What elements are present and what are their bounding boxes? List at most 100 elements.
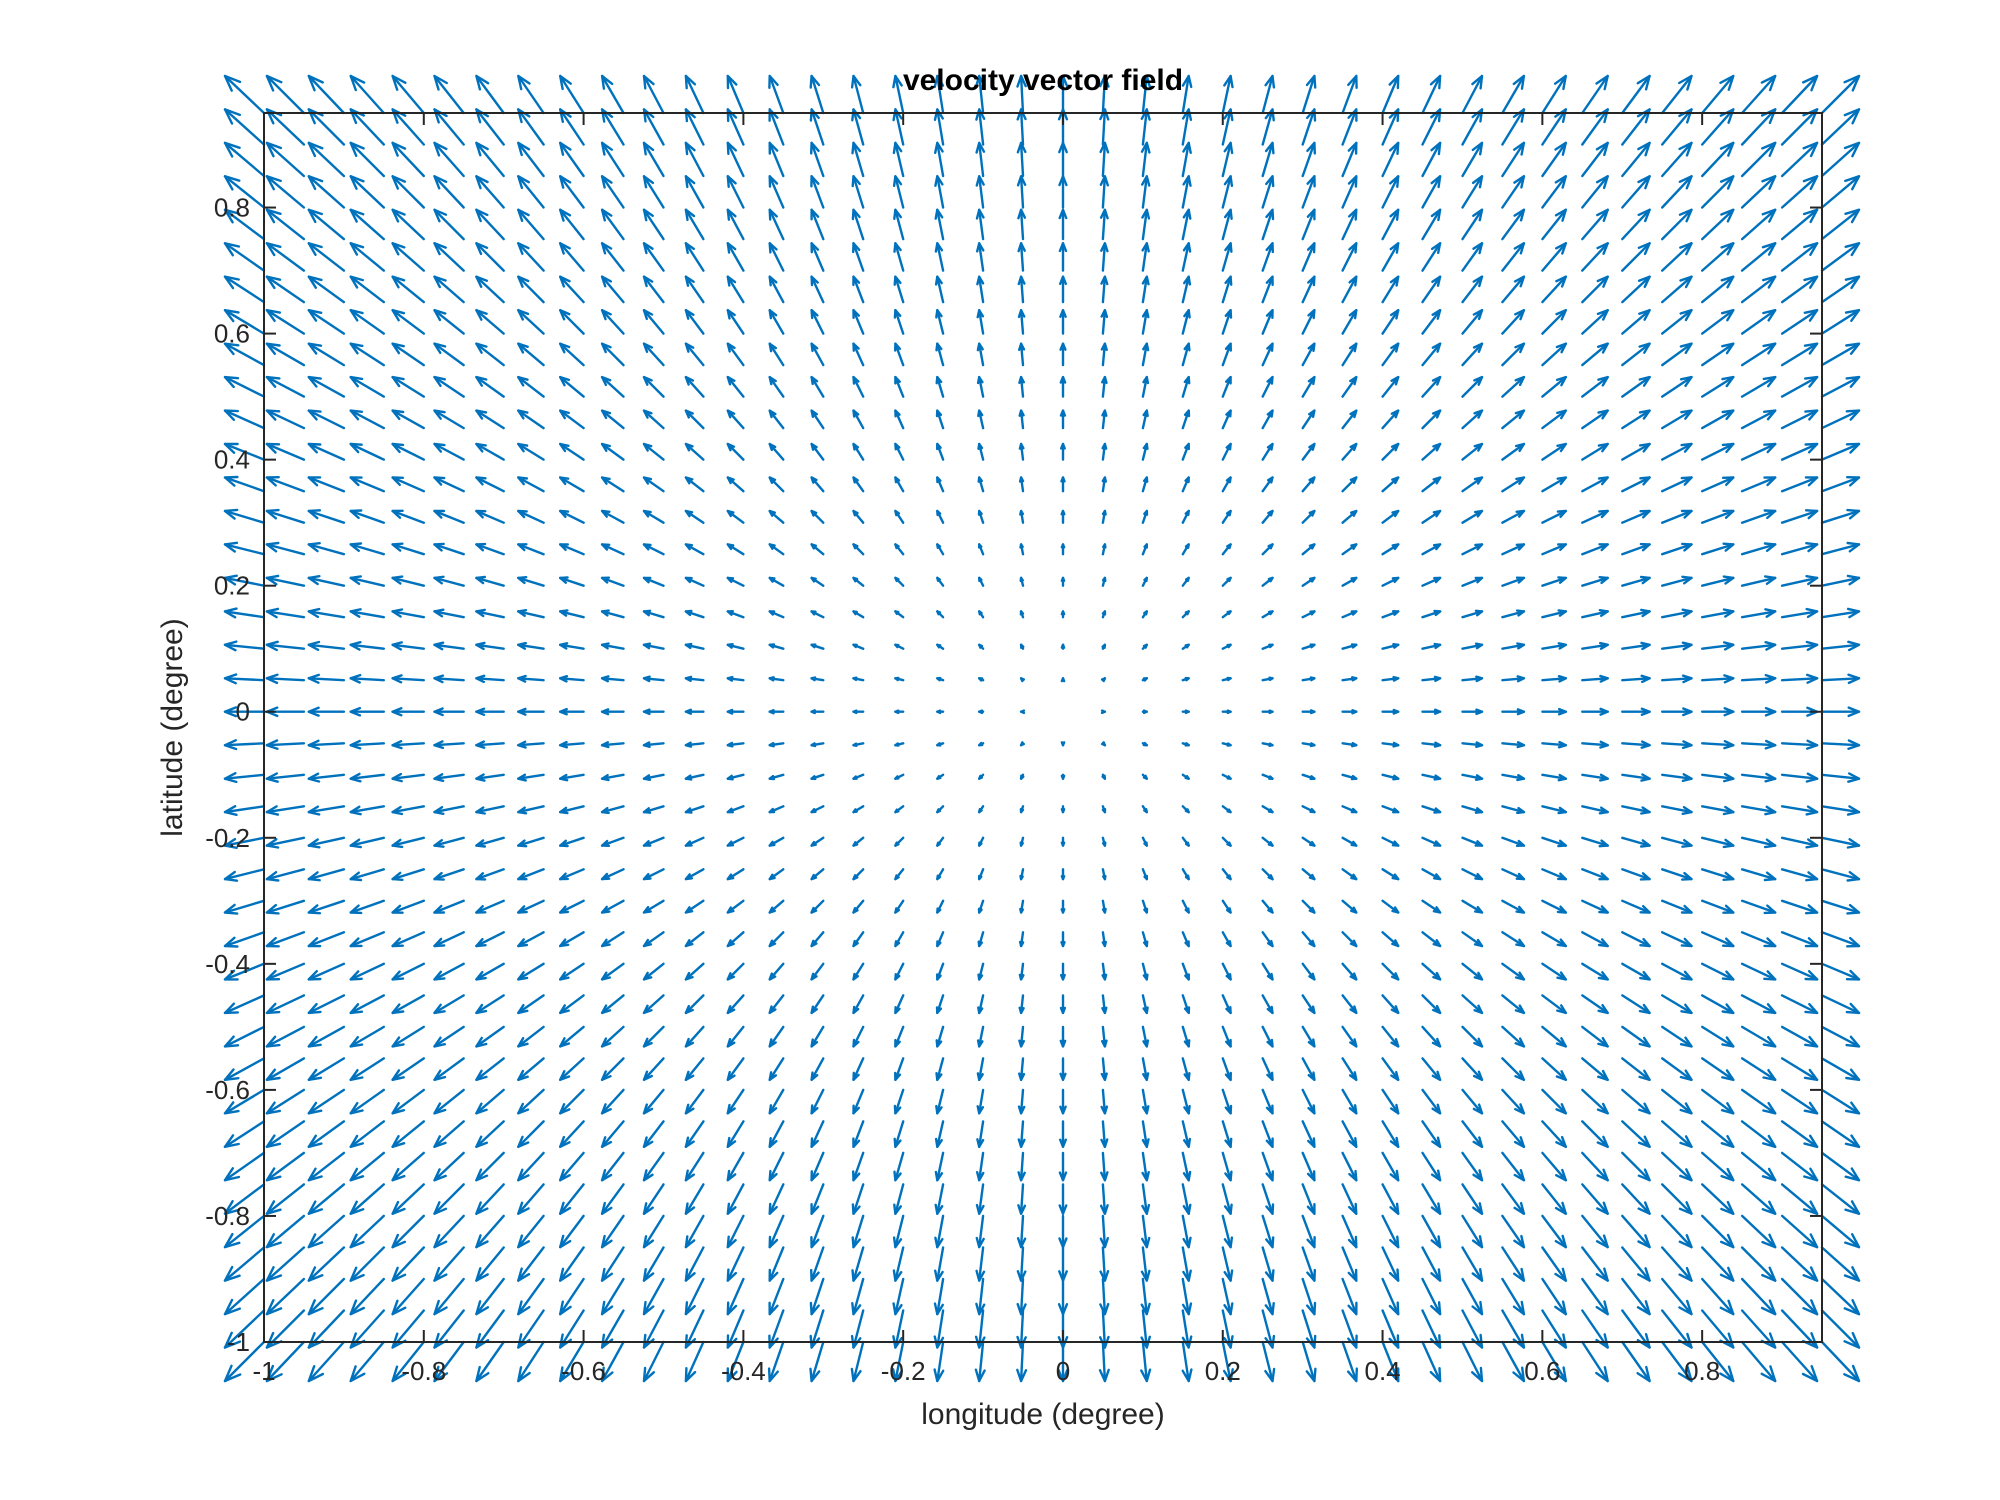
arrow-head bbox=[1351, 709, 1358, 715]
arrow-head bbox=[933, 74, 945, 89]
arrow-shaft bbox=[600, 994, 625, 1015]
arrow-shaft bbox=[1581, 375, 1609, 398]
arrow-shaft bbox=[433, 108, 465, 146]
arrow-head bbox=[642, 905, 652, 914]
arrow-head bbox=[1308, 576, 1316, 583]
vector-arrow bbox=[1820, 242, 1861, 272]
arrow-shaft bbox=[1381, 275, 1400, 304]
vector-arrow bbox=[1660, 641, 1693, 651]
arrow-shaft bbox=[223, 309, 266, 335]
arrow-shaft bbox=[642, 773, 665, 780]
arrow-head bbox=[475, 905, 487, 914]
vector-arrow bbox=[936, 476, 945, 493]
vector-arrow bbox=[349, 706, 385, 717]
vector-arrow bbox=[1461, 1277, 1484, 1316]
arrow-shaft bbox=[726, 74, 745, 115]
vector-arrow bbox=[391, 409, 425, 430]
arrow-shaft bbox=[1101, 74, 1107, 115]
arrow-shaft bbox=[1221, 175, 1232, 209]
vector-arrow bbox=[1381, 868, 1400, 881]
arrow-shaft bbox=[1341, 375, 1358, 398]
arrow-head bbox=[391, 674, 403, 684]
x-tick-label: -0.2 bbox=[881, 1356, 926, 1386]
arrow-shaft bbox=[894, 309, 905, 335]
arrow-head bbox=[1512, 1366, 1526, 1383]
arrow-head bbox=[1431, 275, 1442, 287]
vector-arrow bbox=[1058, 1120, 1068, 1149]
vector-arrow bbox=[1016, 1246, 1027, 1282]
arrow-head bbox=[1804, 904, 1819, 915]
vector-arrow bbox=[726, 141, 745, 178]
vector-arrow bbox=[307, 275, 346, 304]
vector-arrow bbox=[1100, 275, 1109, 304]
vector-arrow bbox=[517, 609, 545, 619]
arrow-head bbox=[976, 242, 985, 253]
arrow-head bbox=[642, 108, 655, 123]
arrow-shaft bbox=[1141, 242, 1149, 272]
arrow-shaft bbox=[1341, 1151, 1358, 1182]
arrow-head bbox=[1475, 675, 1484, 683]
arrow-head bbox=[1058, 1270, 1068, 1282]
vector-arrow bbox=[1621, 1340, 1651, 1383]
vector-arrow bbox=[1780, 442, 1819, 461]
vector-arrow bbox=[642, 931, 665, 948]
arrow-shaft bbox=[1740, 375, 1777, 398]
vector-arrow bbox=[642, 141, 665, 178]
arrow-head bbox=[1390, 442, 1400, 452]
arrow-head bbox=[600, 675, 610, 683]
vector-arrow bbox=[768, 208, 785, 241]
arrow-head bbox=[1472, 208, 1484, 222]
arrow-shaft bbox=[517, 409, 545, 430]
arrow-shaft bbox=[349, 1025, 385, 1048]
arrow-head bbox=[1389, 1202, 1400, 1215]
arrow-head bbox=[1844, 1101, 1861, 1115]
vector-arrow bbox=[223, 1025, 266, 1048]
vector-arrow bbox=[1341, 1120, 1358, 1149]
vector-arrow bbox=[1181, 773, 1190, 780]
vector-arrow bbox=[1261, 1088, 1274, 1115]
arrow-shaft bbox=[1780, 1340, 1819, 1383]
vector-arrow bbox=[975, 1214, 985, 1249]
vector-arrow bbox=[684, 642, 705, 650]
arrow-head bbox=[475, 1036, 488, 1048]
arrow-head bbox=[1431, 1070, 1442, 1082]
arrow-head bbox=[642, 74, 655, 90]
vector-arrow bbox=[1621, 74, 1651, 115]
vector-arrow bbox=[223, 475, 266, 493]
arrow-shaft bbox=[475, 409, 505, 430]
vector-arrow bbox=[642, 309, 665, 335]
arrow-head bbox=[349, 673, 362, 684]
arrow-shaft bbox=[1301, 1025, 1316, 1048]
arrow-head bbox=[1636, 74, 1651, 91]
arrow-head bbox=[976, 342, 984, 352]
arrow-shaft bbox=[852, 141, 865, 178]
arrow-head bbox=[894, 409, 901, 418]
vector-arrow bbox=[768, 175, 785, 209]
vector-arrow bbox=[265, 541, 306, 556]
arrow-head bbox=[1307, 1137, 1316, 1149]
arrow-shaft bbox=[978, 275, 985, 304]
vector-arrow bbox=[265, 208, 306, 241]
arrow-head bbox=[1677, 74, 1693, 91]
vector-arrow bbox=[475, 740, 505, 749]
arrow-shaft bbox=[684, 141, 705, 178]
vector-arrow bbox=[1421, 74, 1442, 115]
arrow-shaft bbox=[1341, 1057, 1358, 1082]
vector-arrow bbox=[1101, 868, 1107, 881]
arrow-head bbox=[1804, 509, 1819, 520]
arrow-shaft bbox=[1261, 208, 1274, 241]
arrow-head bbox=[1100, 375, 1108, 384]
vector-arrow bbox=[768, 962, 785, 981]
vector-arrow bbox=[1501, 805, 1526, 815]
arrow-shaft bbox=[223, 1025, 266, 1048]
arrow-shaft bbox=[726, 994, 745, 1015]
arrow-shaft bbox=[1541, 576, 1568, 587]
arrow-head bbox=[1018, 442, 1025, 450]
vector-arrow bbox=[1058, 175, 1068, 209]
arrow-head bbox=[1433, 741, 1442, 748]
vector-arrow bbox=[1740, 1151, 1777, 1182]
vector-arrow bbox=[1820, 1025, 1861, 1048]
y-tick-label: -0.8 bbox=[205, 1201, 250, 1231]
arrow-head bbox=[934, 1236, 944, 1249]
arrow-head bbox=[1682, 707, 1693, 717]
